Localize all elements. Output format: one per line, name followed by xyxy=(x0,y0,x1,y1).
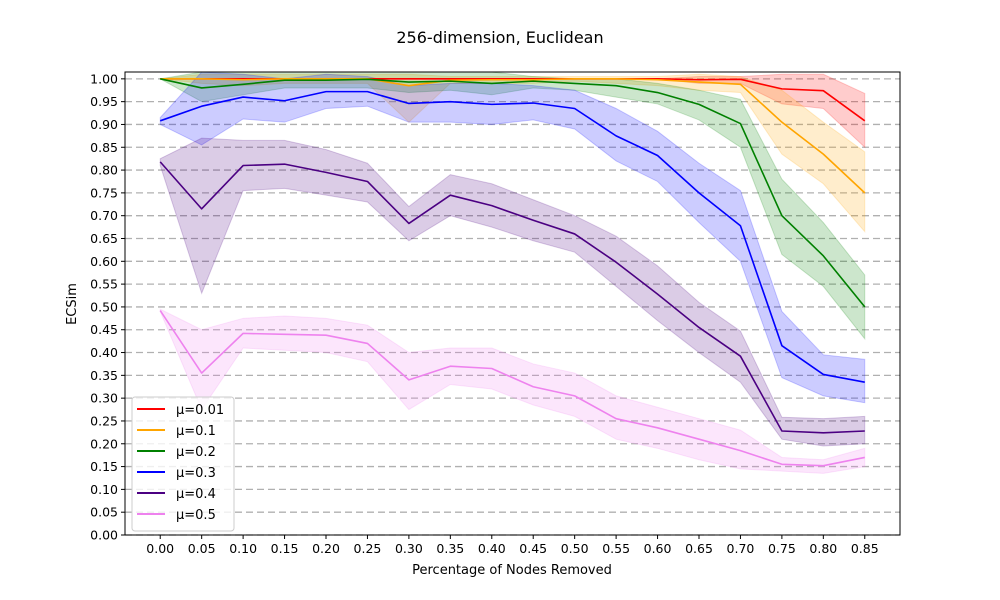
legend-label: μ=0.1 xyxy=(176,424,216,439)
x-tick-label: 0.35 xyxy=(436,541,464,556)
plot-frame xyxy=(124,71,901,536)
y-tick-label: 0.00 xyxy=(90,528,118,543)
y-tick-label: 0.25 xyxy=(90,413,118,428)
x-axis-ticks: 0.00 0.05 0.10 0.15 0.20 0.25 0.30 0.35 0.40 0.45… xyxy=(146,535,879,556)
y-tick-label: 0.35 xyxy=(90,368,118,383)
confidence-band-series-1 xyxy=(160,73,866,233)
y-tick-label: 0.40 xyxy=(90,345,118,360)
y-tick-label: 1.00 xyxy=(90,71,118,86)
x-tick-label: 0.70 xyxy=(727,541,755,556)
y-tick-label: 0.70 xyxy=(90,208,118,223)
legend-label: μ=0.2 xyxy=(176,445,216,460)
y-tick-label: 0.85 xyxy=(90,140,118,155)
legend-label: μ=0.5 xyxy=(176,508,216,523)
x-tick-label: 0.05 xyxy=(188,541,216,556)
x-tick-label: 0.20 xyxy=(312,541,340,556)
x-tick-label: 0.50 xyxy=(561,541,589,556)
confidence-band-series-5 xyxy=(159,308,866,474)
y-tick-label: 0.30 xyxy=(90,391,118,406)
y-axis-label: ECSim xyxy=(65,283,80,325)
y-tick-label: 0.15 xyxy=(90,459,118,474)
x-tick-label: 0.15 xyxy=(271,541,299,556)
legend-label: μ=0.4 xyxy=(176,487,216,502)
y-tick-label: 0.10 xyxy=(90,482,118,497)
y-tick-label: 0.20 xyxy=(90,436,118,451)
confidence-band-series-4 xyxy=(159,137,866,447)
x-tick-label: 0.60 xyxy=(644,541,672,556)
gridlines xyxy=(125,78,900,536)
series-line-2 xyxy=(160,78,866,308)
y-tick-label: 0.65 xyxy=(90,231,118,246)
x-tick-label: 0.30 xyxy=(395,541,423,556)
series-line-3 xyxy=(159,90,865,383)
x-tick-label: 0.55 xyxy=(602,541,630,556)
series-line-1 xyxy=(160,78,866,194)
y-tick-label: 0.80 xyxy=(90,163,118,178)
x-tick-label: 0.45 xyxy=(519,541,547,556)
y-tick-label: 0.90 xyxy=(90,117,118,132)
series-line-4 xyxy=(159,161,865,434)
x-tick-label: 0.40 xyxy=(478,541,506,556)
x-tick-label: 0.10 xyxy=(229,541,257,556)
legend-label: μ=0.01 xyxy=(176,403,224,418)
x-tick-label: 0.80 xyxy=(809,541,837,556)
legend-label: μ=0.3 xyxy=(176,466,216,481)
y-tick-label: 0.45 xyxy=(90,322,118,337)
chart-title: 256-dimension, Euclidean xyxy=(396,28,603,47)
x-axis-label: Percentage of Nodes Removed xyxy=(412,563,612,578)
series-line-5 xyxy=(159,310,865,467)
legend: μ=0.01 μ=0.1 μ=0.2 μ=0.3 μ=0.4 μ=0.5 xyxy=(131,396,235,532)
x-tick-label: 0.85 xyxy=(851,541,879,556)
y-tick-label: 0.60 xyxy=(90,254,118,269)
y-axis-ticks: 0.00 0.05 0.10 0.15 0.20 0.25 0.30 0.35 0.40 0.45… xyxy=(90,71,125,543)
y-tick-label: 0.95 xyxy=(90,94,118,109)
confidence-bands xyxy=(158,71,866,474)
x-tick-label: 0.65 xyxy=(685,541,713,556)
x-tick-label: 0.00 xyxy=(146,541,174,556)
y-tick-label: 0.55 xyxy=(90,277,118,292)
x-tick-label: 0.25 xyxy=(354,541,382,556)
y-tick-label: 0.50 xyxy=(90,299,118,314)
y-tick-label: 0.05 xyxy=(90,505,118,520)
x-tick-label: 0.75 xyxy=(768,541,796,556)
y-tick-label: 0.75 xyxy=(90,185,118,200)
series-lines xyxy=(159,78,866,467)
